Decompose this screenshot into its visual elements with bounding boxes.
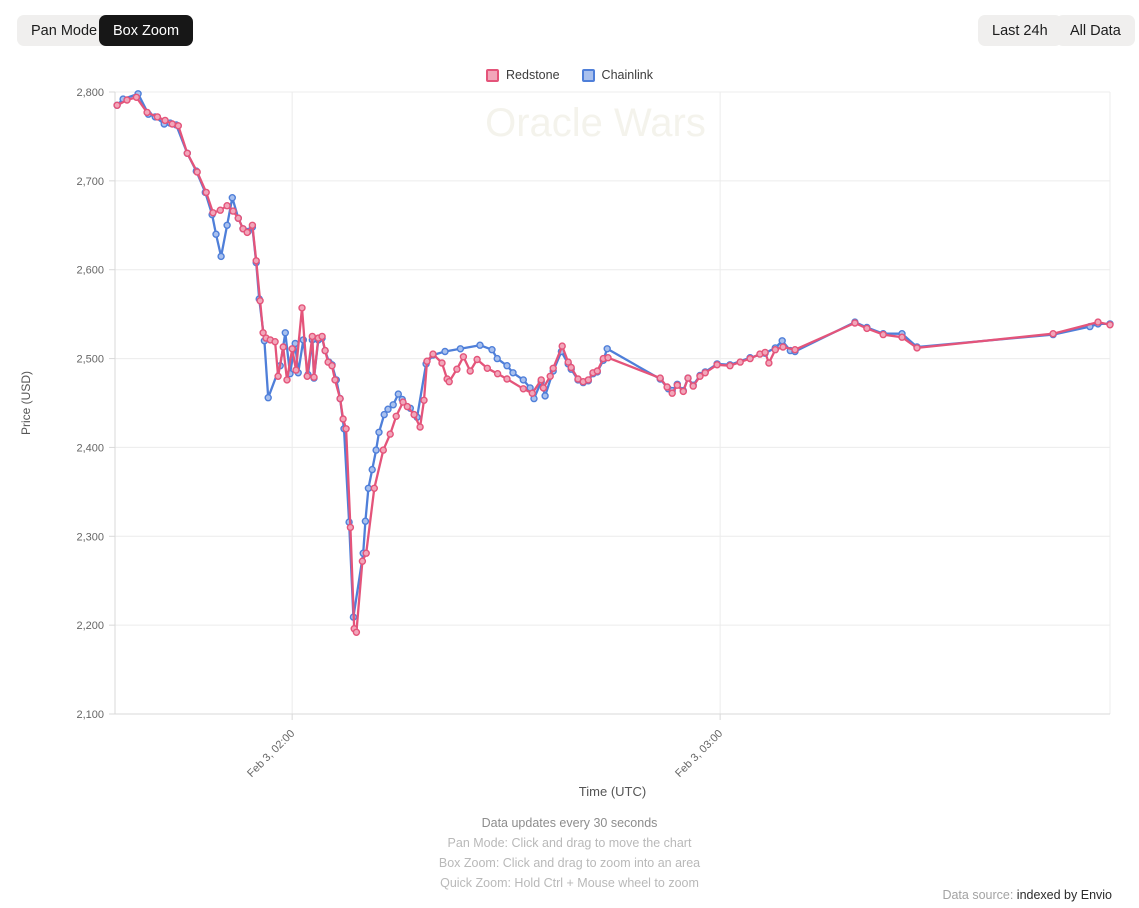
- update-note: Data updates every 30 seconds: [481, 816, 658, 830]
- axes: [109, 91, 1110, 720]
- watermark: Oracle Wars: [485, 101, 706, 145]
- gridlines: [115, 91, 1111, 715]
- x-axis-title: Time (UTC): [578, 784, 647, 799]
- datasource-note: Data source: indexed by Envio: [942, 888, 1112, 902]
- svg-text:Feb 3, 02:00: Feb 3, 02:00: [245, 728, 297, 780]
- datasource-label: Data source:: [942, 888, 1014, 902]
- pan-mode-hint: Pan Mode: Click and drag to move the cha…: [447, 836, 692, 850]
- svg-text:2,200: 2,200: [76, 620, 104, 632]
- price-chart[interactable]: Oracle Wars 2,100 2,200 2,300 2,400 2,500 2,60…: [0, 0, 1139, 780]
- legend-item-chainlink[interactable]: Chainlink: [581, 68, 653, 82]
- x-axis-labels: Feb 3, 02:00 Feb 3, 03:00: [245, 728, 725, 780]
- datasource-link[interactable]: indexed by Envio: [1016, 888, 1112, 902]
- svg-text:2,400: 2,400: [76, 442, 104, 454]
- pan-mode-button[interactable]: Pan Mode: [17, 15, 112, 46]
- box-zoom-button[interactable]: Box Zoom: [99, 15, 194, 46]
- all-data-button[interactable]: All Data: [1056, 15, 1135, 46]
- legend-item-redstone[interactable]: Redstone: [486, 68, 560, 82]
- quick-zoom-hint: Quick Zoom: Hold Ctrl + Mouse wheel to z…: [440, 876, 699, 890]
- y-axis-title: Price (USD): [19, 371, 33, 435]
- svg-text:2,300: 2,300: [76, 531, 104, 543]
- series-chainlink: [113, 90, 1114, 621]
- svg-text:2,600: 2,600: [76, 265, 104, 277]
- last-24h-button[interactable]: Last 24h: [978, 15, 1062, 46]
- series-redstone: [113, 93, 1114, 636]
- svg-text:2,800: 2,800: [76, 87, 104, 99]
- svg-text:2,500: 2,500: [76, 354, 104, 366]
- svg-text:Feb 3, 03:00: Feb 3, 03:00: [673, 728, 725, 780]
- box-zoom-hint: Box Zoom: Click and drag to zoom into an…: [438, 856, 701, 870]
- y-axis-labels: 2,100 2,200 2,300 2,400 2,500 2,600 2,700 2,800: [76, 87, 104, 721]
- svg-text:2,100: 2,100: [76, 709, 104, 721]
- chainlink-swatch-icon: [581, 68, 595, 82]
- redstone-swatch-icon: [486, 68, 500, 82]
- legend-label-redstone: Redstone: [506, 68, 560, 82]
- legend-label-chainlink: Chainlink: [601, 68, 653, 82]
- chart-legend: Redstone Chainlink: [0, 68, 1139, 82]
- svg-text:2,700: 2,700: [76, 176, 104, 188]
